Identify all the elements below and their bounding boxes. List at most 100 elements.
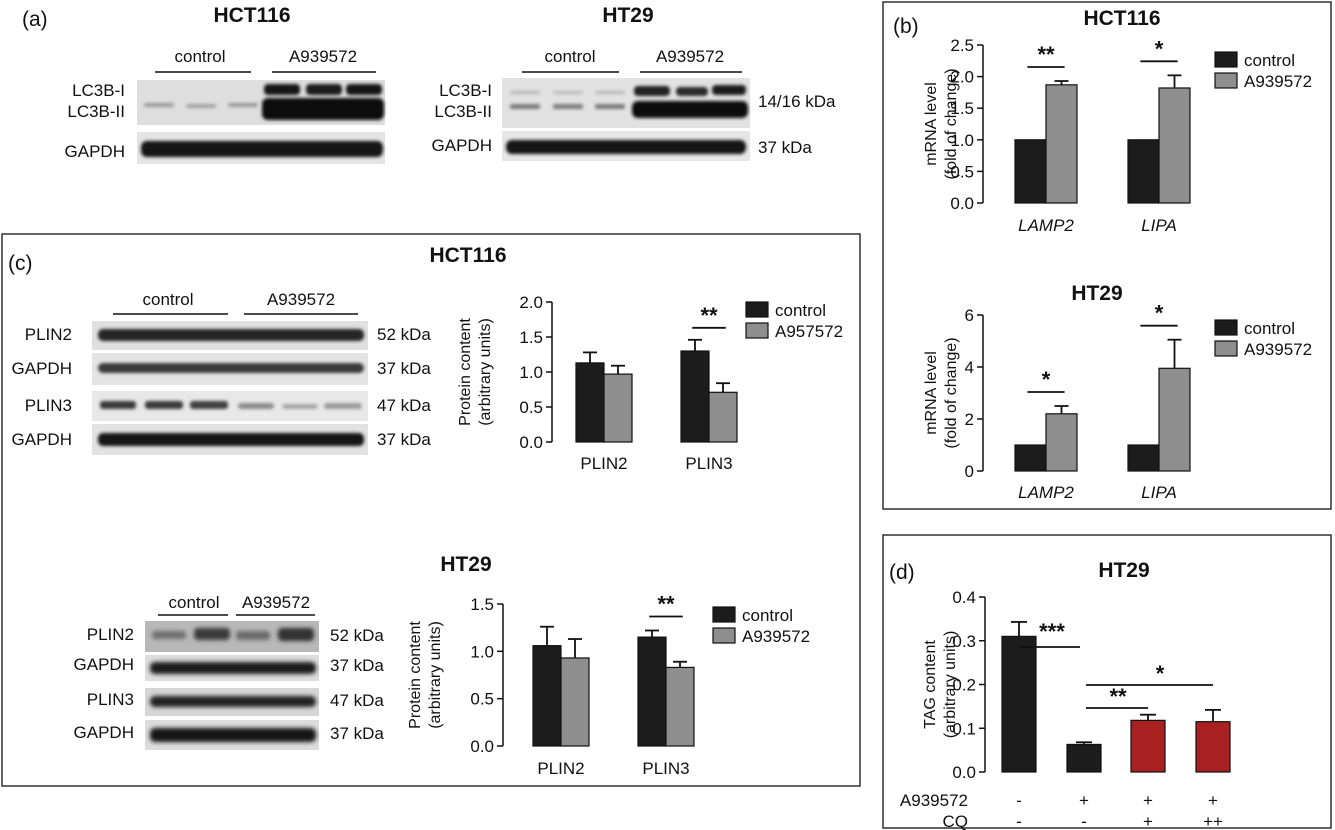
- bar-tag: [1195, 721, 1231, 773]
- significance-stars: *: [1155, 301, 1164, 326]
- section-c-ht29-kda-gapdh-1: 37 kDa: [330, 656, 384, 675]
- x-category-label: PLIN3: [685, 454, 732, 473]
- condition-cq: -: [1016, 812, 1022, 830]
- y-tick-label: 2.5: [950, 36, 974, 55]
- x-category-label: LAMP2: [1018, 216, 1074, 235]
- blot-a-ht29-title: HT29: [602, 4, 653, 27]
- panel-c: (c) HCT116 control A939572 PLIN2 GAPDH P…: [1, 233, 861, 787]
- blot-a-ht29-group-treated: A939572: [656, 47, 724, 66]
- chart-b-ht29: HT29 0 2 4 6 mRNA level (fold of change) LAMP2 *…: [923, 282, 1312, 502]
- chart-d-tag: 0.0 0.1 0.2 0.3 0.4 TAG content (arbitrary uni…: [900, 588, 1231, 830]
- section-c-hct116-group-treated: A939572: [267, 290, 335, 309]
- section-c-ht29-title: HT29: [440, 553, 491, 576]
- significance-stars: *: [1042, 367, 1051, 392]
- legend-label: control: [742, 606, 793, 625]
- blot-a-hct116-group-treated: A939572: [289, 47, 357, 66]
- condition-cq: ++: [1203, 812, 1223, 830]
- x-category-label: LIPA: [1141, 483, 1177, 502]
- chart-c-ht29: 0.0 0.5 1.0 1.5 Protein content (arbitrary un…: [407, 592, 810, 778]
- y-tick-label: 0.5: [519, 398, 543, 417]
- panel-b-frame: [882, 1, 1332, 510]
- bar-control: [575, 362, 605, 443]
- condition-a939572: +: [1208, 791, 1218, 810]
- y-tick-label: 0.5: [950, 162, 974, 181]
- significance-stars: ***: [1039, 619, 1065, 644]
- blot-a-ht29-kda-lc3b: 14/16 kDa: [758, 92, 836, 111]
- y-tick-label: 0: [965, 462, 974, 481]
- legend-label: A939572: [1244, 340, 1312, 359]
- y-tick-label: 2.0: [950, 68, 974, 87]
- y-tick-label: 0.5: [470, 690, 494, 709]
- significance-stars: *: [1156, 661, 1165, 686]
- panel-a-label: (a): [22, 8, 48, 31]
- x-category-label: PLIN3: [642, 759, 689, 778]
- section-c-ht29-kda-plin3: 47 kDa: [330, 691, 384, 710]
- bar-tag: [1001, 635, 1037, 773]
- y-tick-label: 1.5: [470, 595, 494, 614]
- chart-d-title: HT29: [1098, 559, 1149, 582]
- x-category-label: PLIN2: [537, 759, 584, 778]
- blot-a-hct116-lc3b-bands: [144, 84, 384, 120]
- bar-a939572: [560, 657, 590, 747]
- section-c-ht29-row-plin3: PLIN3: [87, 690, 134, 709]
- significance-stars: **: [1037, 42, 1055, 67]
- significance-stars: **: [657, 592, 675, 617]
- bar-control: [532, 645, 562, 747]
- section-c-ht29-kda-plin2: 52 kDa: [330, 626, 384, 645]
- section-c-ht29-group-control: control: [168, 593, 219, 612]
- legend-swatch: [745, 322, 769, 339]
- y-tick-label: 0.1: [952, 719, 976, 738]
- blot-a-ht29-label-lc3bi: LC3B-I: [439, 81, 492, 100]
- section-c-hct116-group-control: control: [142, 290, 193, 309]
- y-tick-label: 1.0: [950, 131, 974, 150]
- legend-label: A957572: [775, 322, 843, 341]
- blot-a-ht29-lc3b-bands: [510, 85, 748, 118]
- panel-b-label: (b): [893, 15, 919, 38]
- section-c-ht29-group-treated: A939572: [242, 593, 310, 612]
- legend-label: control: [1244, 51, 1295, 70]
- y-tick-label: 0.3: [952, 632, 976, 651]
- significance-stars: **: [700, 303, 718, 328]
- y-axis-label: (arbitrary units): [477, 318, 494, 426]
- chart-b-hct116: HCT116 0.0 0.5 1.0 1.5 2.0 2.5 mRNA level (fold …: [923, 7, 1312, 235]
- panel-a: (a) HCT116 control A939572 LC3B-I LC3B-I…: [22, 4, 836, 164]
- section-c-hct116-row-gapdh-1: GAPDH: [12, 359, 72, 378]
- bar-a939572: [665, 666, 695, 747]
- y-tick-label: 0.0: [470, 737, 494, 756]
- legend-swatch: [745, 301, 769, 318]
- y-axis-label: (fold of change): [943, 68, 960, 179]
- x-category-label: PLIN2: [580, 454, 627, 473]
- y-axis-label: Protein content: [407, 621, 424, 729]
- bar-control: [1127, 444, 1160, 472]
- bar-a939572: [1045, 84, 1078, 204]
- condition-a939572: +: [1079, 791, 1089, 810]
- legend-label: control: [775, 301, 826, 320]
- bar-tag: [1130, 719, 1166, 773]
- chart-title: HCT116: [1083, 7, 1160, 30]
- y-tick-label: 0.0: [519, 433, 543, 452]
- bar-control: [637, 636, 667, 747]
- row-label-cq: CQ: [943, 812, 969, 830]
- legend-swatch: [712, 606, 736, 623]
- blot-a-hct116-label-lc3bi: LC3B-I: [72, 81, 125, 100]
- y-tick-label: 4: [965, 358, 974, 377]
- legend-swatch: [1214, 51, 1238, 68]
- significance-stars: **: [1109, 684, 1127, 709]
- section-c-hct116-kda-gapdh-1: 37 kDa: [377, 359, 431, 378]
- blot-a-ht29-gapdh-bands: [506, 140, 746, 154]
- bar-control: [1127, 139, 1160, 204]
- bar-a939572: [1158, 367, 1191, 472]
- condition-a939572: +: [1143, 791, 1153, 810]
- significance-stars: *: [1155, 36, 1164, 61]
- y-axis-label: (arbitrary units): [427, 621, 444, 729]
- condition-a939572: -: [1016, 791, 1022, 810]
- blot-a-hct116-label-gapdh: GAPDH: [65, 142, 125, 161]
- section-c-ht29-kda-gapdh-2: 37 kDa: [330, 724, 384, 743]
- legend-swatch: [1214, 340, 1238, 357]
- section-c-hct116-kda-gapdh-2: 37 kDa: [377, 430, 431, 449]
- blot-c-ht29-bands: [150, 628, 316, 742]
- y-tick-label: 2.0: [519, 293, 543, 312]
- panel-d-frame: [882, 534, 1332, 829]
